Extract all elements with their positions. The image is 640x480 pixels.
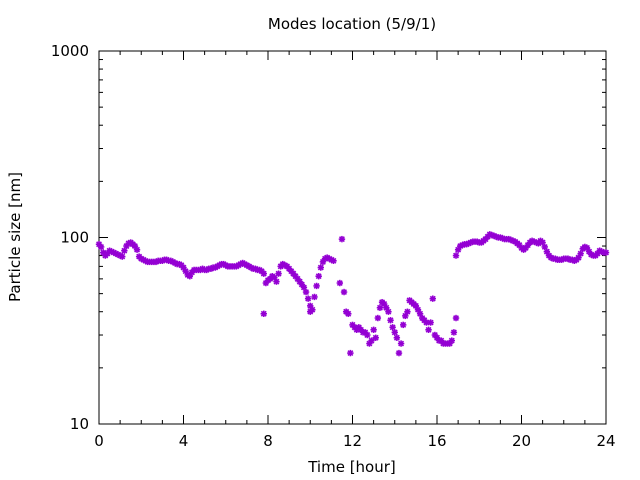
- data-point: [336, 279, 344, 287]
- x-tick-label: 20: [512, 432, 531, 450]
- data-point: [260, 310, 267, 317]
- data-point: [330, 257, 337, 265]
- data-point: [340, 288, 348, 296]
- data-point: [309, 306, 316, 313]
- data-point: [385, 308, 392, 315]
- data-point: [397, 340, 405, 347]
- data-point: [302, 288, 310, 296]
- data-point: [372, 334, 379, 341]
- data-point: [374, 314, 382, 322]
- data-point: [389, 324, 396, 331]
- y-axis-label: Particle size [nm]: [6, 172, 24, 302]
- data-point: [304, 295, 312, 302]
- x-tick-label: 16: [427, 432, 446, 450]
- x-tick-label: 12: [343, 432, 362, 450]
- data-point: [338, 235, 346, 243]
- data-point: [404, 308, 411, 315]
- data-point: [347, 349, 354, 357]
- x-tick-label: 0: [94, 432, 104, 450]
- data-point: [393, 334, 401, 341]
- y-tick-label: 10: [70, 415, 89, 433]
- data-point: [97, 243, 105, 251]
- chart-title: Modes location (5/9/1): [268, 15, 436, 33]
- x-tick-label: 24: [596, 432, 615, 450]
- data-point: [300, 284, 308, 291]
- data-point: [425, 326, 432, 333]
- y-tick-label: 1000: [51, 42, 89, 60]
- data-point: [450, 329, 458, 336]
- data-point: [275, 270, 282, 277]
- data-point: [364, 331, 371, 339]
- data-point: [452, 314, 460, 322]
- data-points: [95, 231, 610, 357]
- data-point: [368, 337, 375, 344]
- data-point: [395, 349, 403, 357]
- axis-ticks: [98, 50, 607, 425]
- data-point: [391, 329, 398, 336]
- x-tick-label: 8: [263, 432, 273, 450]
- data-point: [345, 310, 352, 317]
- data-point: [311, 293, 318, 301]
- data-point: [400, 321, 407, 329]
- x-axis-label: Time [hour]: [307, 458, 396, 476]
- data-point: [452, 252, 460, 259]
- data-point: [427, 319, 434, 326]
- y-tick-label: 100: [60, 229, 89, 247]
- data-point: [273, 278, 280, 285]
- data-point: [387, 317, 394, 324]
- x-tick-label: 4: [179, 432, 189, 450]
- data-point: [317, 264, 325, 271]
- data-point: [366, 340, 373, 347]
- plot-frame: [98, 50, 607, 425]
- data-point: [133, 246, 141, 253]
- data-point: [313, 282, 320, 290]
- data-point: [429, 295, 436, 302]
- data-point: [448, 337, 455, 344]
- data-point: [602, 249, 610, 256]
- data-point: [119, 253, 126, 260]
- tick-labels: 0 4 8 12 16 20 24 10 100 1000: [51, 42, 616, 450]
- data-point: [370, 326, 377, 333]
- data-point: [315, 273, 322, 280]
- data-point: [539, 239, 546, 246]
- data-point: [260, 270, 267, 277]
